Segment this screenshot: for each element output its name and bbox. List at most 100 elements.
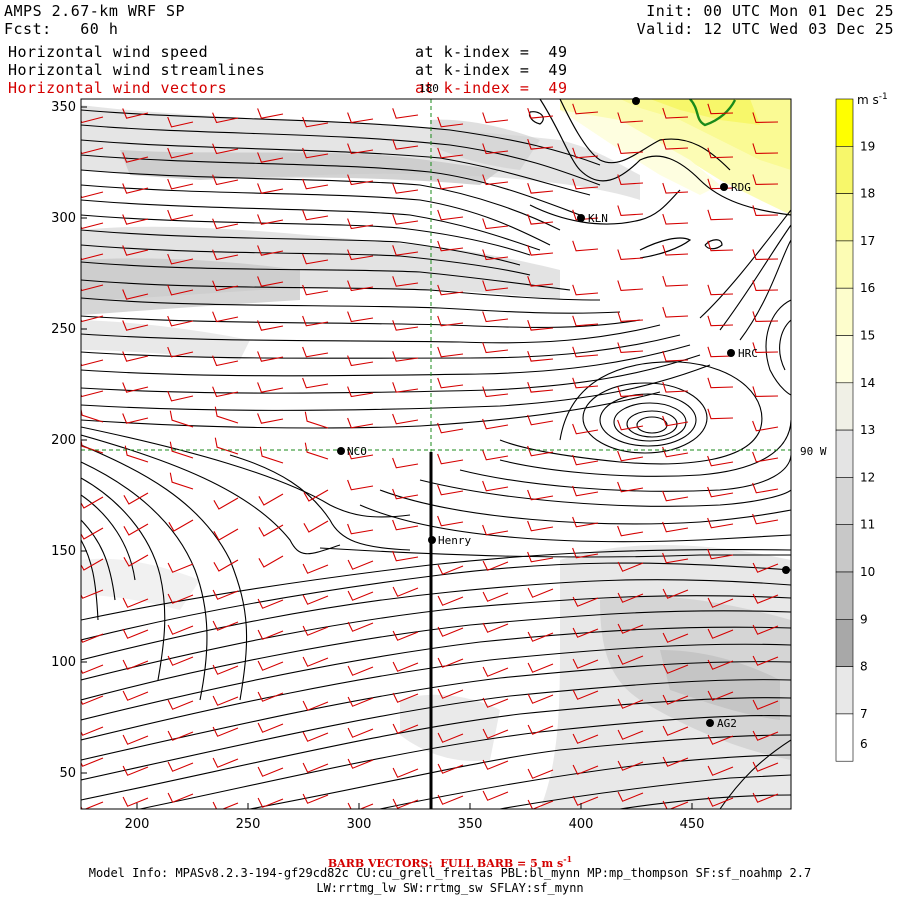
y-tick-label: 100 — [51, 655, 76, 670]
station-dot-nco[interactable] — [337, 447, 345, 455]
wind-barb — [214, 437, 239, 455]
y-axis-labels: 350 300 250 200 150 100 50 — [51, 100, 76, 781]
station-dot-rdg[interactable] — [720, 183, 728, 191]
wind-barb — [617, 174, 644, 185]
wind-barb — [122, 413, 149, 424]
wind-barb — [302, 731, 329, 742]
wind-barb — [81, 527, 104, 540]
wind-barb — [707, 659, 734, 670]
y-tick-label: 250 — [51, 322, 76, 337]
y-tick-label: 350 — [51, 100, 76, 115]
colorbar-label: 12 — [860, 470, 875, 484]
wind-barb — [662, 350, 689, 362]
wind-barb — [213, 528, 239, 541]
wind-barb — [122, 628, 149, 639]
wind-barb — [482, 249, 509, 261]
wind-barb — [212, 695, 239, 706]
wind-barb — [347, 218, 374, 230]
wind-barb — [302, 625, 329, 636]
barb-legend: BARB VECTORS: FULL BARB = 5 m s-1 — [327, 854, 573, 870]
station-dot-hrc[interactable] — [727, 349, 735, 357]
y-tick-label: 200 — [51, 433, 76, 448]
init-time: Init: 00 UTC Mon 01 Dec 25 — [646, 2, 894, 20]
wind-barb — [482, 311, 509, 323]
wind-barb — [482, 418, 509, 430]
wind-barb — [707, 284, 734, 296]
wind-barb — [347, 559, 374, 570]
station-label-henry: Henry — [438, 534, 471, 547]
station-dot-top[interactable] — [632, 97, 640, 105]
wind-barb — [302, 346, 329, 358]
wind-barb — [527, 108, 554, 119]
wind-barb — [482, 480, 509, 492]
wind-barb — [617, 311, 644, 322]
wind-barb — [572, 103, 599, 115]
wind-barb — [437, 732, 464, 743]
wind-barb — [617, 386, 644, 397]
wind-barb — [81, 359, 104, 367]
wind-barb — [167, 562, 194, 573]
wind-barb — [302, 656, 329, 667]
wind-barb — [347, 696, 374, 707]
map-frame — [80, 98, 792, 810]
wind-barb — [258, 493, 284, 506]
wind-barb — [617, 419, 644, 431]
wind-barb — [482, 218, 509, 230]
wind-barb — [572, 689, 599, 700]
station-dot-kln[interactable] — [577, 214, 585, 222]
wind-barb — [707, 597, 734, 608]
wind-barb — [392, 488, 419, 500]
wind-barb — [81, 222, 104, 230]
wind-barb — [707, 408, 734, 420]
x-tick-label: 300 — [347, 817, 372, 832]
station-dot-ag2[interactable] — [706, 719, 714, 727]
wind-barb — [707, 690, 734, 701]
wind-barb — [662, 381, 689, 393]
wind-barb — [662, 694, 689, 705]
colorbar-label: 10 — [860, 565, 875, 579]
wind-barb — [707, 455, 734, 467]
wind-barb — [752, 112, 779, 123]
wind-barb — [527, 587, 554, 598]
wind-barb — [392, 139, 419, 150]
wind-barb — [257, 797, 284, 808]
field-2-level: at k-index = 49 — [415, 61, 568, 79]
colorbar-swatch — [835, 571, 854, 620]
wind-barb — [662, 663, 689, 674]
wind-barb — [167, 624, 194, 635]
wind-barb — [662, 107, 689, 119]
y-tick-label: 50 — [59, 766, 76, 781]
station-dot-henry[interactable] — [428, 536, 436, 544]
wind-barb — [347, 621, 374, 632]
wind-barb — [752, 174, 779, 185]
wind-barb — [527, 320, 554, 331]
wind-barb — [527, 382, 554, 393]
wind-barb — [212, 218, 239, 230]
wind-barb — [572, 209, 599, 221]
station-dot-east[interactable] — [782, 566, 790, 574]
wind-barb — [752, 730, 779, 741]
wind-barb — [617, 450, 644, 462]
wind-barb — [752, 451, 779, 463]
wind-barb — [212, 664, 239, 675]
lat-label-90w: 90 W — [800, 445, 827, 458]
model-info-line2: LW:rrtmg_lw SW:rrtmg_sw SFLAY:sf_mynn — [316, 881, 584, 895]
wind-barb — [482, 622, 509, 633]
x-tick-label: 400 — [569, 817, 594, 832]
wind-barb — [257, 413, 284, 424]
wind-barb — [437, 453, 464, 465]
wind-barb — [527, 276, 554, 287]
colorbar-label: 11 — [860, 518, 875, 532]
wind-barb — [122, 320, 149, 331]
wind-barb — [662, 632, 689, 643]
wind-barb — [392, 320, 419, 331]
wind-barb — [437, 422, 464, 434]
wind-barb — [527, 724, 554, 735]
wind-barb — [81, 406, 104, 423]
colorbar-swatch — [835, 429, 854, 478]
wind-barb — [707, 548, 734, 560]
wind-barb — [81, 589, 104, 599]
wind-barb — [257, 722, 284, 733]
wind-barb — [527, 768, 554, 779]
station-label-kln: KLN — [588, 212, 608, 225]
